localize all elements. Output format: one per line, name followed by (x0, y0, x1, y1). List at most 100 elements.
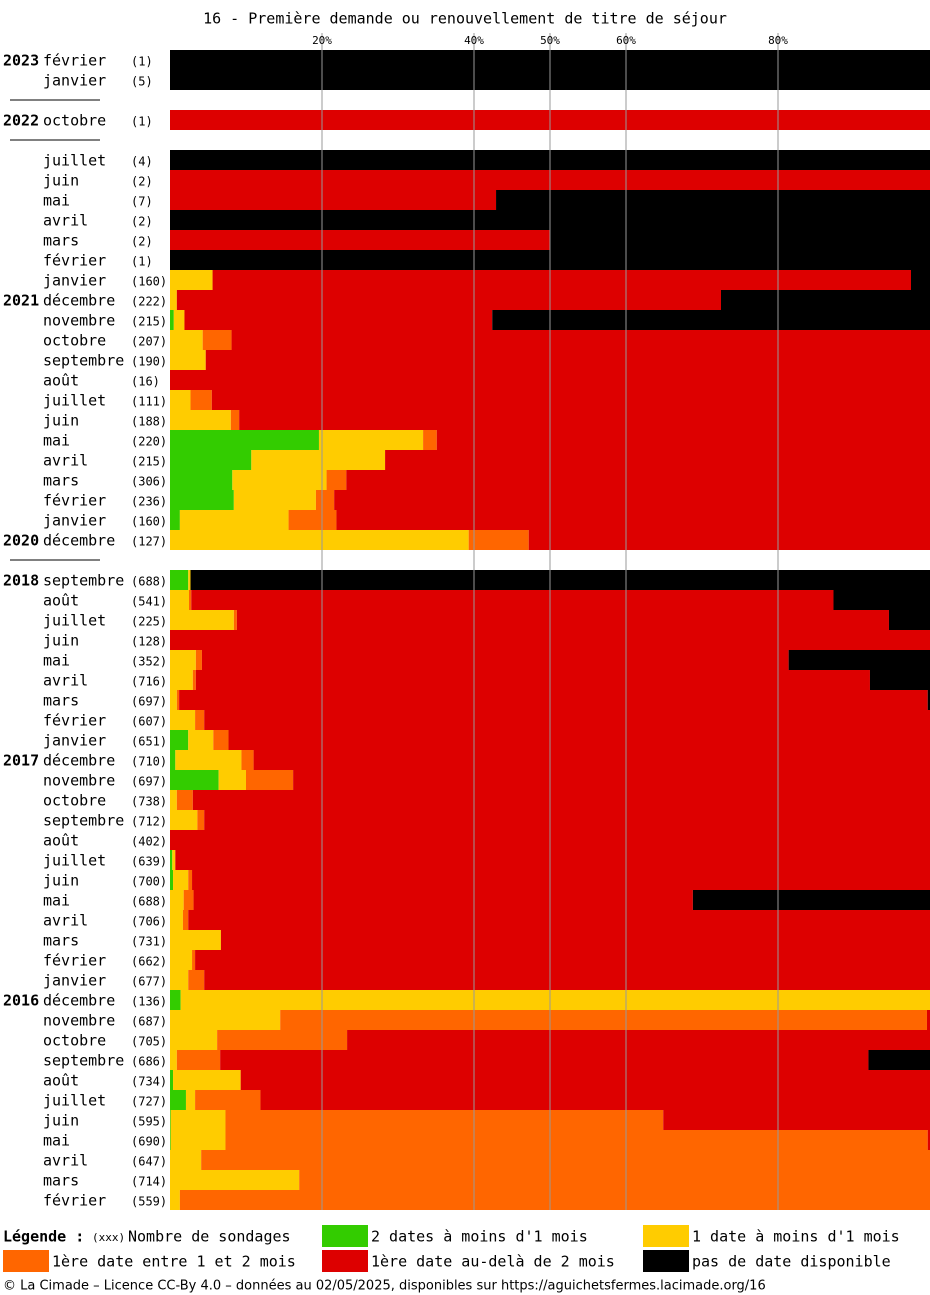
bar-segment (213, 730, 229, 750)
bar-segment (231, 330, 930, 350)
bar-segment (170, 750, 176, 770)
bar-segment (170, 850, 173, 870)
bar-segment (189, 590, 192, 610)
bar-segment (170, 910, 183, 930)
bar-segment (170, 410, 231, 430)
bar-segment (170, 690, 177, 710)
bar-segment (204, 810, 930, 830)
count-label: (7) (131, 195, 153, 209)
bar-segment (170, 1150, 202, 1170)
month-label: août (43, 832, 79, 850)
bar-segment (184, 310, 493, 330)
bar-segment (315, 490, 335, 510)
count-label: (2) (131, 235, 153, 249)
bar-segment (190, 390, 212, 410)
bar-segment (528, 530, 930, 550)
count-label: (639) (131, 855, 167, 869)
bar-segment (288, 510, 337, 530)
bar-segment (833, 590, 930, 610)
month-label: décembre (43, 752, 115, 770)
bar-segment (188, 910, 930, 930)
year-label: 2020 (3, 532, 39, 550)
count-label: (688) (131, 895, 167, 909)
month-label: juin (43, 172, 79, 190)
month-label: octobre (43, 332, 106, 350)
month-label: août (43, 592, 79, 610)
month-label: septembre (43, 1052, 124, 1070)
bar-segment (195, 1090, 261, 1110)
count-label: (111) (131, 395, 167, 409)
month-label: janvier (43, 972, 106, 990)
footer: © La Cimade – Licence CC-By 4.0 – donnée… (3, 1279, 766, 1294)
bar-segment (170, 290, 177, 310)
month-label: juin (43, 632, 79, 650)
month-label: juin (43, 872, 79, 890)
month-label: août (43, 372, 79, 390)
month-label: mars (43, 232, 79, 250)
bar-segment (195, 670, 870, 690)
bar-segment (240, 1070, 930, 1090)
bar-segment (170, 1050, 177, 1070)
legend-label: 1 date à moins d'1 mois (692, 1228, 900, 1246)
count-label: (4) (131, 155, 153, 169)
bar-segment (170, 230, 550, 250)
bar-segment (868, 1050, 930, 1070)
count-label: (1) (131, 55, 153, 69)
month-label: février (43, 52, 106, 70)
bar-segment (280, 1010, 927, 1030)
count-label: (647) (131, 1155, 167, 1169)
bar-segment (293, 770, 930, 790)
count-label: (222) (131, 295, 167, 309)
bar-segment (173, 870, 189, 890)
month-label: mars (43, 1172, 79, 1190)
legend-count-symbol: (xxx) (92, 1231, 125, 1244)
bar-segment (170, 1110, 226, 1130)
bar-segment (246, 770, 294, 790)
count-label: (687) (131, 1015, 167, 1029)
bar-segment (170, 1130, 171, 1150)
bar-segment (233, 490, 316, 510)
count-label: (697) (131, 775, 167, 789)
x-tick-label: 80% (768, 34, 788, 47)
count-label: (2) (131, 215, 153, 229)
bar-segment (188, 970, 205, 990)
count-label: (236) (131, 495, 167, 509)
legend-label: 1ère date au-delà de 2 mois (371, 1253, 615, 1271)
bar-segment (170, 570, 189, 590)
chart-title: 16 - Première demande ou renouvellement … (203, 10, 727, 28)
month-label: août (43, 1072, 79, 1090)
bar-segment (204, 970, 930, 990)
bar-segment (179, 690, 928, 710)
year-label: 2016 (3, 992, 39, 1010)
count-label: (160) (131, 275, 167, 289)
count-label: (136) (131, 995, 167, 1009)
bar-segment (192, 670, 196, 690)
bar-segment (176, 290, 722, 310)
x-tick-label: 40% (464, 34, 484, 47)
month-label: octobre (43, 1032, 106, 1050)
year-label: 2021 (3, 292, 39, 310)
month-label: octobre (43, 112, 106, 130)
count-label: (16) (131, 375, 160, 389)
bar-segment (663, 1110, 930, 1130)
count-label: (215) (131, 455, 167, 469)
bar-segment (170, 1030, 218, 1050)
month-label: avril (43, 912, 88, 930)
count-label: (706) (131, 915, 167, 929)
count-label: (738) (131, 795, 167, 809)
bar-segment (170, 890, 184, 910)
legend-swatch (643, 1225, 689, 1247)
bar-segment (170, 1010, 281, 1030)
month-label: mars (43, 932, 79, 950)
count-label: (352) (131, 655, 167, 669)
count-label: (402) (131, 835, 167, 849)
x-tick-label: 20% (312, 34, 332, 47)
bar-segment (204, 710, 930, 730)
month-label: avril (43, 672, 88, 690)
bar-segment (326, 470, 347, 490)
bar-segment (201, 1150, 930, 1170)
legend-count-label: Nombre de sondages (128, 1228, 291, 1246)
count-label: (559) (131, 1195, 167, 1209)
bar-segment (190, 570, 930, 590)
